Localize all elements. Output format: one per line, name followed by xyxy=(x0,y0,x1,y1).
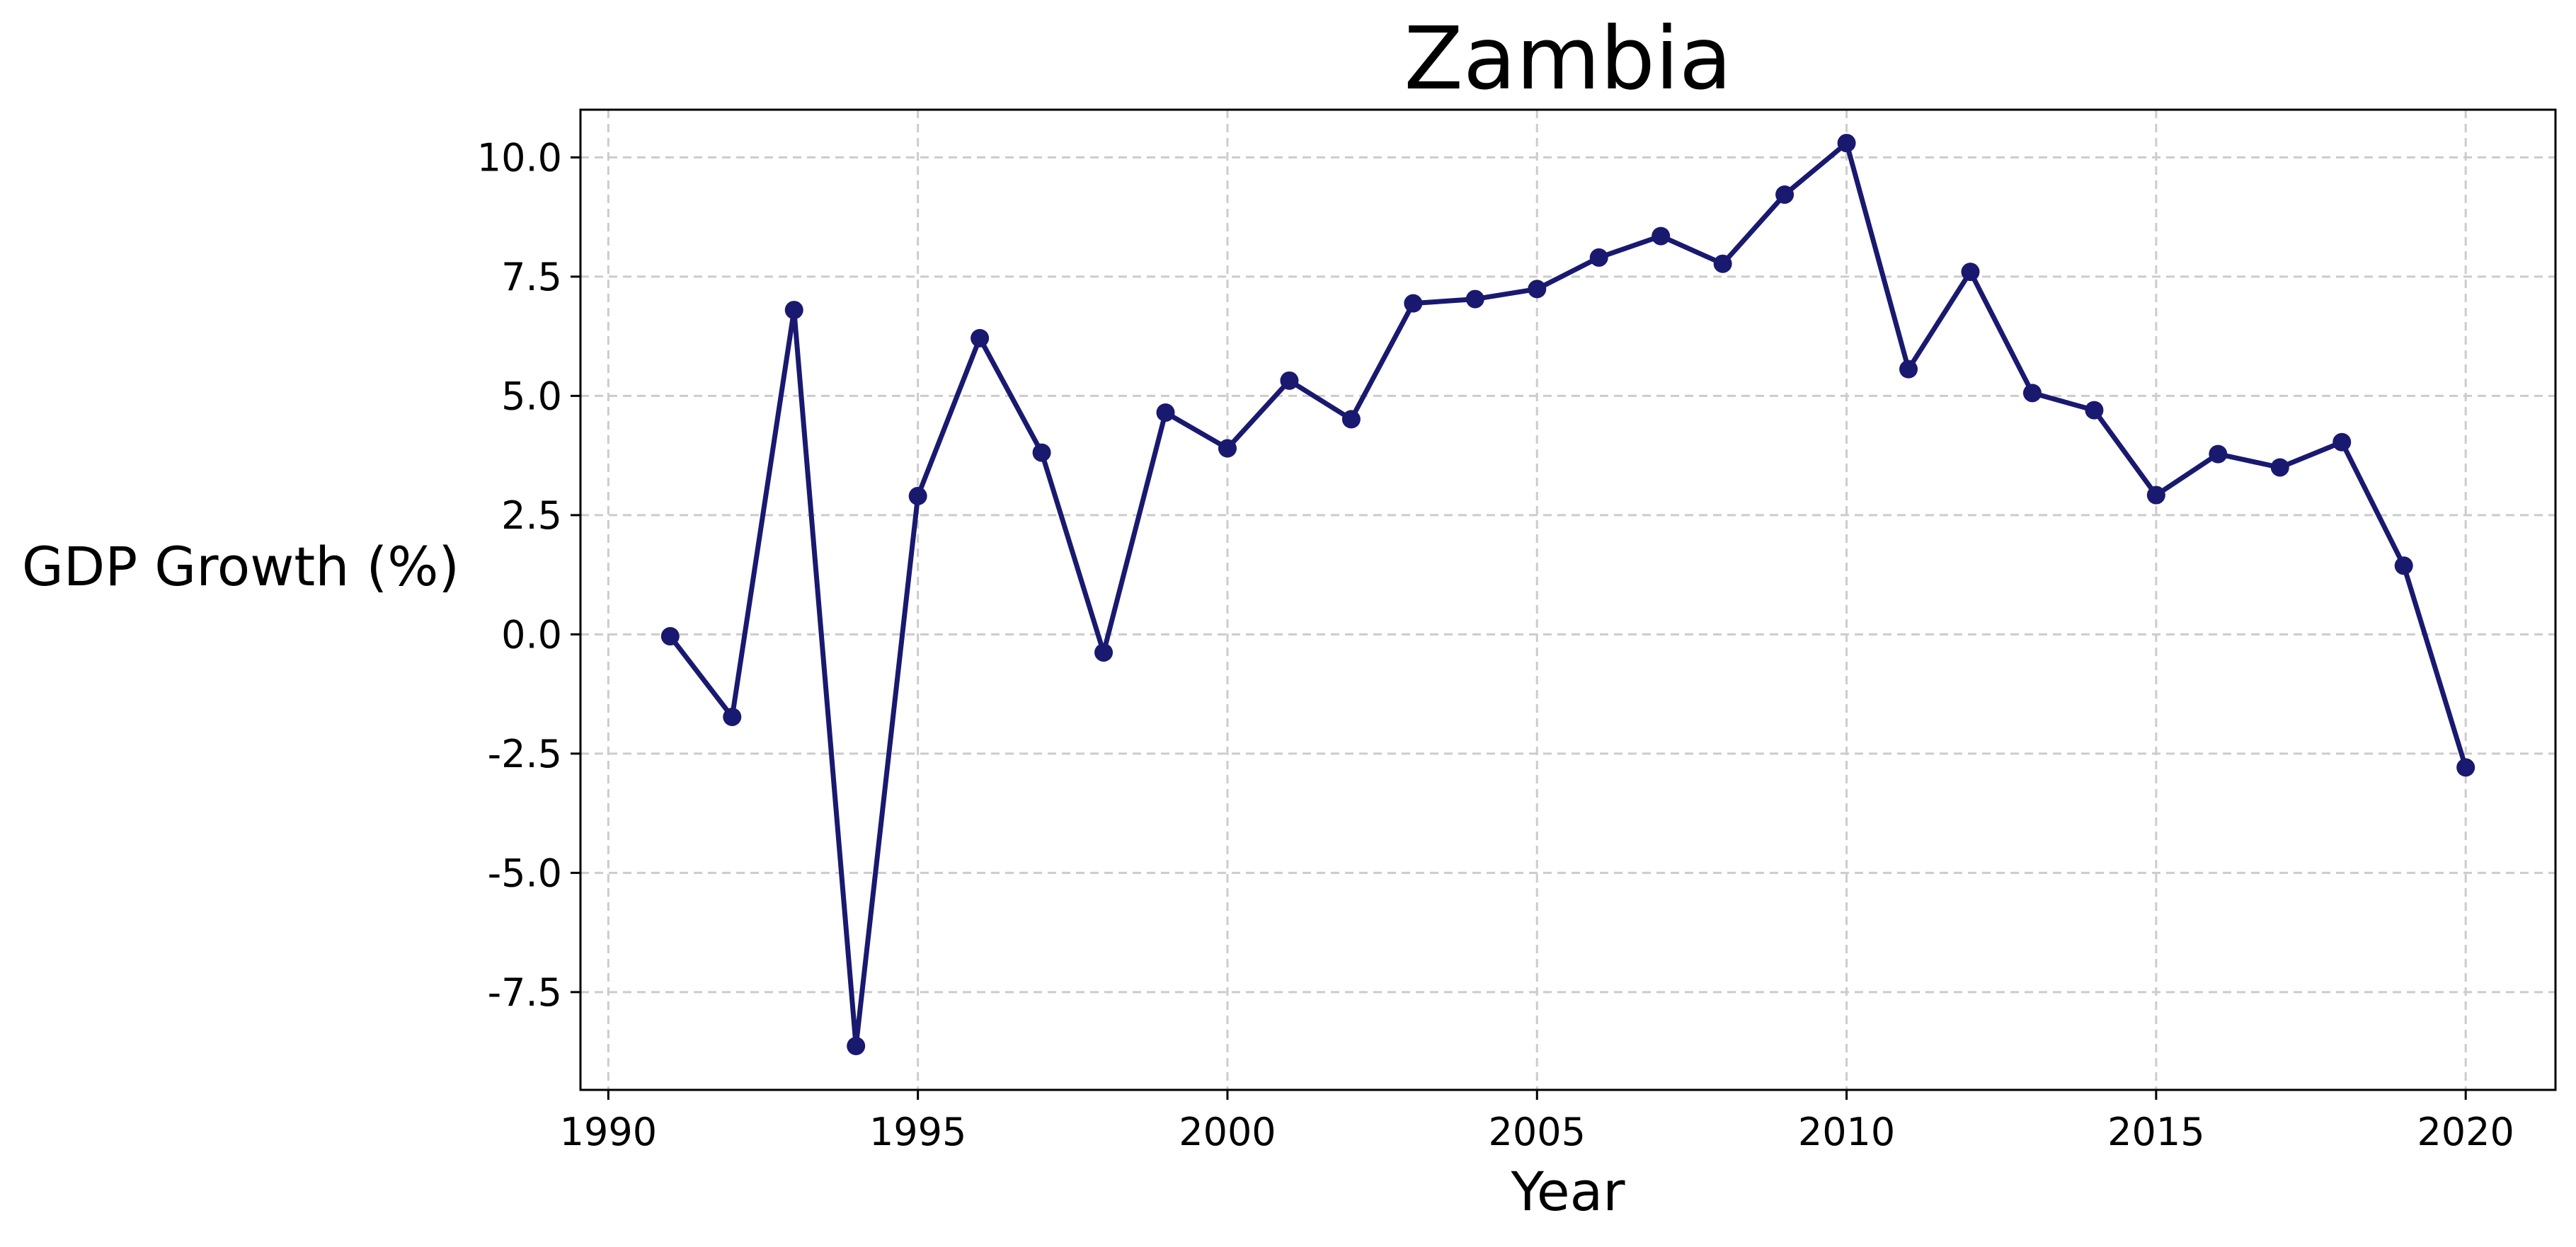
series-layer xyxy=(660,134,2475,1055)
x-tick-label: 1995 xyxy=(869,1110,966,1154)
data-point xyxy=(1961,263,1980,282)
data-point xyxy=(1094,643,1114,662)
data-point xyxy=(723,707,742,726)
data-point xyxy=(1528,280,1547,299)
x-tick-label: 2000 xyxy=(1179,1110,1276,1154)
y-tick-label: -2.5 xyxy=(488,732,562,776)
y-axis-ticks: -7.5 -5.0 -2.5 0.0 2.5 5.0 7.5 10.0 xyxy=(477,135,580,1015)
data-point xyxy=(2270,458,2289,477)
data-point xyxy=(971,328,990,347)
data-point xyxy=(660,627,680,646)
data-point xyxy=(1465,289,1484,309)
data-point xyxy=(1899,360,1918,379)
data-point xyxy=(2209,444,2228,464)
x-axis-title: Year xyxy=(1511,1160,1626,1223)
grid xyxy=(580,110,2555,1090)
y-axis-title: GDP Growth (%) xyxy=(22,535,459,598)
data-point xyxy=(1218,439,1237,458)
x-tick-label: 2010 xyxy=(1798,1110,1895,1154)
y-tick-label: -7.5 xyxy=(488,970,562,1015)
data-point xyxy=(1775,185,1794,204)
y-tick-label: 0.0 xyxy=(501,612,562,657)
data-point xyxy=(1713,254,1732,273)
data-point xyxy=(1404,294,1423,313)
data-point xyxy=(1032,443,1051,462)
data-point xyxy=(2085,401,2104,420)
data-point xyxy=(1341,410,1361,429)
data-point xyxy=(784,301,803,320)
x-tick-label: 1990 xyxy=(560,1110,657,1154)
data-point xyxy=(2146,485,2165,505)
x-tick-label: 2020 xyxy=(2417,1110,2514,1154)
x-axis-ticks: 1990 1995 2000 2005 2010 2015 2020 xyxy=(560,1090,2514,1154)
y-tick-label: 2.5 xyxy=(501,493,562,538)
data-point xyxy=(2394,556,2413,575)
data-point xyxy=(1651,226,1671,246)
plot-area-frame xyxy=(579,108,2557,1091)
y-tick-label: 7.5 xyxy=(501,255,562,299)
y-tick-label: -5.0 xyxy=(488,851,562,895)
x-tick-label: 2015 xyxy=(2107,1110,2204,1154)
x-tick-label: 2005 xyxy=(1489,1110,1586,1154)
data-point xyxy=(1837,134,1856,153)
series-line xyxy=(668,140,2468,1049)
data-point xyxy=(2022,384,2042,403)
chart-title: Zambia xyxy=(1404,8,1731,109)
data-point xyxy=(847,1036,866,1055)
y-tick-label: 10.0 xyxy=(477,135,562,180)
data-point xyxy=(2332,432,2352,452)
y-tick-label: 5.0 xyxy=(501,374,562,418)
data-point xyxy=(1280,371,1299,390)
data-point xyxy=(1589,248,1608,267)
data-point xyxy=(1156,403,1175,422)
data-point xyxy=(908,486,927,505)
data-point xyxy=(2456,758,2475,777)
